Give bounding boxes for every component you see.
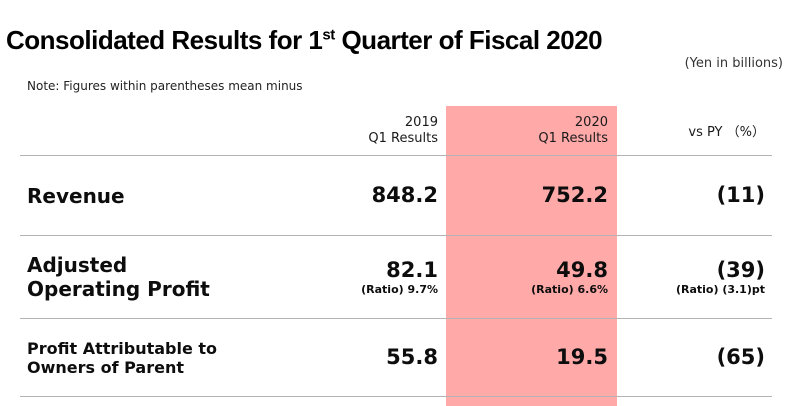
row-label-line2: Operating Profit [27,277,210,301]
column-header-2019: 2019 Q1 Results [268,115,438,155]
column-header-2019-period: Q1 Results [368,131,438,146]
column-header-vspy: vs PY （%） [688,125,765,140]
highlight-band-2020 [446,106,617,406]
footnote: Note: Figures within parentheses mean mi… [27,79,303,93]
row-label-revenue: Revenue [20,184,268,208]
cell-adjusted-2019: 82.1 (Ratio) 9.7% [268,258,438,297]
row-label-profit-attributable: Profit Attributable to Owners of Parent [20,339,268,377]
page-title-part1: Consolidated Results for 1 [6,25,323,56]
page-title-superscript: st [322,26,335,44]
cell-adjusted-2020: 49.8 (Ratio) 6.6% [438,258,608,297]
value-adjusted-vspy: (39) [716,257,765,282]
table-row-adjusted-operating-profit: Adjusted Operating Profit 82.1 (Ratio) 9… [20,236,772,319]
cell-profit-2019: 55.8 [268,345,438,370]
subvalue-adjusted-2020: (Ratio) 6.6% [531,282,608,296]
row-label-adjusted-operating-profit: Adjusted Operating Profit [20,253,268,301]
row-label-line1: Profit Attributable to [27,338,218,358]
row-label-line1: Adjusted [27,253,128,277]
column-header-2020-period: Q1 Results [538,131,608,146]
row-label-line2: Owners of Parent [27,357,185,377]
value-adjusted-2020: 49.8 [556,257,608,282]
column-header-2020: 2020 Q1 Results [438,115,608,155]
value-adjusted-2019: 82.1 [386,257,438,282]
subvalue-adjusted-vspy: (Ratio) (3.1)pt [675,282,765,296]
value-revenue-vspy: (11) [716,183,765,207]
cell-revenue-2020: 752.2 [438,183,608,208]
value-revenue-2019: 848.2 [371,183,438,207]
table-row-profit-attributable: Profit Attributable to Owners of Parent … [20,319,772,397]
cell-profit-vspy: (65) [608,345,772,370]
page-title-part2: Quarter of Fiscal 2020 [334,25,603,56]
cell-adjusted-vspy: (39) (Ratio) (3.1)pt [608,258,772,297]
table-header-row: 2019 Q1 Results 2020 Q1 Results vs PY （%… [20,106,772,156]
column-header-2019-year: 2019 [404,115,438,130]
page-title: Consolidated Results for 1st Quarter of … [6,25,603,56]
value-profit-2019: 55.8 [386,345,438,369]
subvalue-adjusted-2019: (Ratio) 9.7% [361,282,438,296]
value-revenue-2020: 752.2 [541,183,608,207]
unit-note: (Yen in billions) [684,56,783,71]
value-profit-2020: 19.5 [556,345,608,369]
results-table: 2019 Q1 Results 2020 Q1 Results vs PY （%… [20,106,772,397]
table-row-revenue: Revenue 848.2 752.2 (11) [20,156,772,236]
value-profit-vspy: (65) [716,345,765,369]
cell-profit-2020: 19.5 [438,345,608,370]
cell-revenue-vspy: (11) [608,183,772,208]
row-label-line1: Revenue [27,183,125,208]
column-header-2020-year: 2020 [574,115,608,130]
cell-revenue-2019: 848.2 [268,183,438,208]
